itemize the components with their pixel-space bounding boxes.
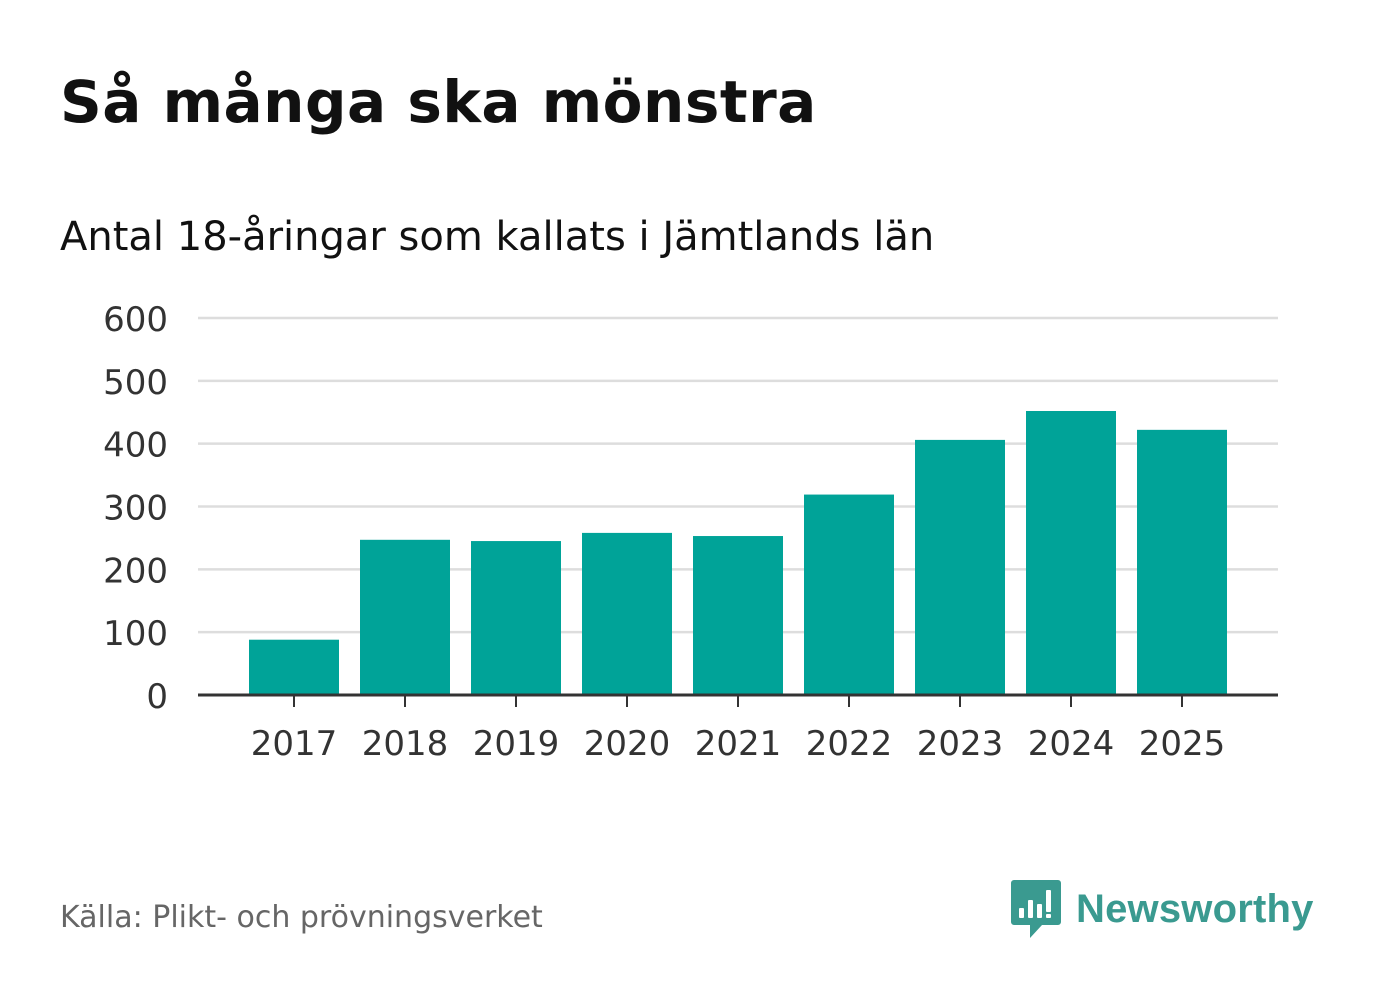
bar-2019 — [471, 541, 561, 695]
bar-2021 — [693, 536, 783, 695]
x-tick-label: 2018 — [362, 724, 449, 764]
x-tick-label: 2021 — [695, 724, 782, 764]
tick-labels: 0 100 200 300 400 500 600 2017 2018 2019 2020 2021 2… — [103, 300, 1225, 764]
y-tick-label: 500 — [103, 363, 168, 403]
bar-chart: 0 100 200 300 400 500 600 2017 2018 2019 2020 2021 2… — [103, 300, 1278, 764]
x-tick-label: 2023 — [917, 724, 1004, 764]
x-tick-label: 2020 — [584, 724, 671, 764]
y-tick-label: 400 — [103, 426, 168, 466]
bar-2023 — [915, 439, 1005, 695]
x-tick-label: 2024 — [1028, 724, 1115, 764]
y-tick-label: 100 — [103, 614, 168, 654]
source-note: Källa: Plikt- och prövningsverket — [60, 900, 543, 935]
bar-2022 — [804, 494, 894, 695]
y-tick-label: 600 — [103, 300, 168, 340]
axes — [198, 693, 1278, 707]
y-tick-label: 300 — [103, 489, 168, 529]
bar-2017 — [249, 639, 339, 695]
brand-name: Newsworthy — [1076, 886, 1314, 931]
chart-subtitle: Antal 18-åringar som kallats i Jämtlands… — [60, 214, 935, 260]
x-tick-label: 2022 — [806, 724, 893, 764]
chart-title: Så många ska mönstra — [60, 68, 817, 136]
bar-2024 — [1026, 410, 1116, 695]
newsworthy-logo-icon — [1011, 880, 1061, 938]
bar-2018 — [360, 539, 450, 695]
x-tick-label: 2019 — [473, 724, 560, 764]
y-tick-label: 200 — [103, 551, 168, 591]
y-tick-label: 0 — [146, 677, 168, 717]
x-tick-label: 2017 — [251, 724, 338, 764]
x-tick-label: 2025 — [1139, 724, 1226, 764]
brand-logo: Newsworthy — [1010, 878, 1314, 940]
bars — [249, 410, 1227, 695]
bar-2020 — [582, 532, 672, 695]
bar-2025 — [1137, 429, 1227, 695]
